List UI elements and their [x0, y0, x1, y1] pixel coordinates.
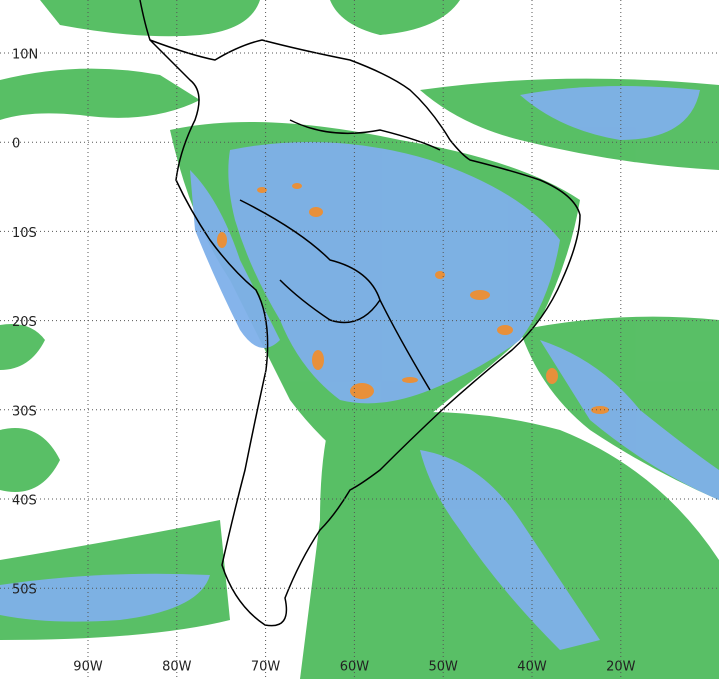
graticule-labels: 10N 0 10S 20S 30S 40S 50S 90W 80W 70W 60W 50W 40W 20W	[12, 48, 636, 675]
precip-orange	[217, 183, 609, 414]
coastline	[139, 0, 581, 627]
lat-label: 10N	[12, 48, 38, 63]
lon-label: 20W	[606, 660, 636, 675]
lon-label: 90W	[73, 660, 103, 675]
lon-label: 50W	[428, 660, 458, 675]
lat-label: 50S	[12, 583, 37, 598]
lat-label: 20S	[12, 315, 37, 330]
precip-blue	[0, 86, 719, 650]
lat-label: 10S	[12, 226, 37, 241]
lon-label: 80W	[162, 660, 192, 675]
lon-label: 60W	[340, 660, 370, 675]
lat-label: 40S	[12, 494, 37, 509]
lon-label: 70W	[251, 660, 281, 675]
lat-label: 0	[12, 137, 20, 152]
lon-label: 40W	[517, 660, 547, 675]
lat-label: 30S	[12, 404, 37, 419]
